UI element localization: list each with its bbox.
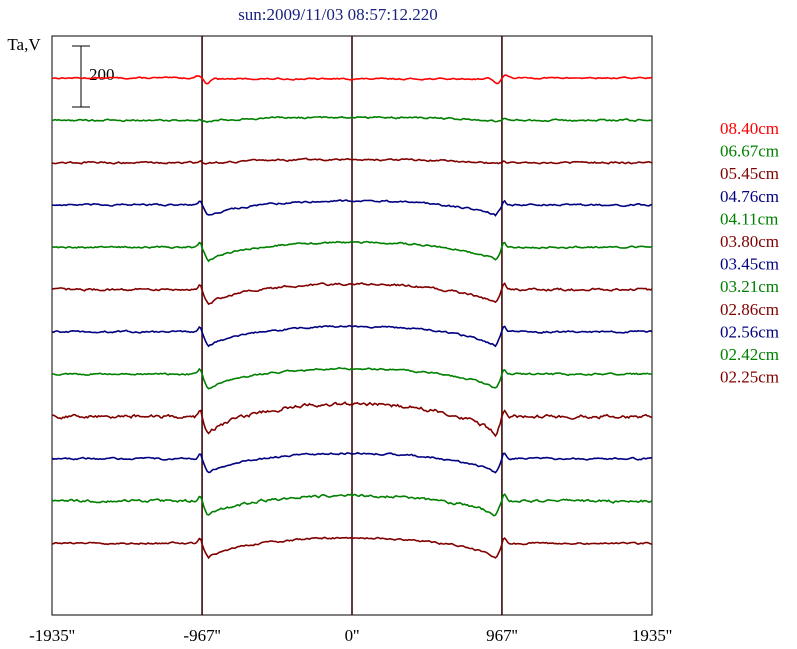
legend: 08.40cm 06.67cm 05.45cm 04.76cm 04.11cm 03.80…	[720, 119, 779, 387]
x-tick-labels: -1935'' -967'' 0'' 967'' 1935''	[29, 626, 672, 645]
legend-item-04.76cm: 04.76cm	[720, 187, 779, 206]
legend-item-02.42cm: 02.42cm	[720, 345, 779, 364]
x-tick-label-4: 1935''	[632, 626, 672, 645]
legend-item-02.86cm: 02.86cm	[720, 300, 779, 319]
series-line-04.11cm	[51, 240, 653, 263]
series-line-02.86cm	[51, 401, 653, 438]
x-tick-label-2: 0''	[345, 626, 360, 645]
legend-item-03.80cm: 03.80cm	[720, 232, 779, 251]
y-axis-label: Ta,V	[7, 35, 41, 54]
legend-item-02.25cm: 02.25cm	[720, 368, 779, 387]
series-line-03.45cm	[51, 324, 653, 348]
chart-title: sun:2009/11/03 08:57:12.220	[238, 5, 438, 24]
x-tick-label-0: -1935''	[29, 626, 75, 645]
legend-item-08.40cm: 08.40cm	[720, 119, 779, 138]
series-line-03.80cm	[51, 282, 653, 306]
legend-item-04.11cm: 04.11cm	[720, 209, 778, 228]
series-line-06.67cm	[51, 115, 653, 123]
series-line-04.76cm	[51, 199, 653, 217]
scale-bar: 200	[72, 45, 115, 108]
series-line-08.40cm	[51, 74, 653, 85]
series-group	[51, 74, 653, 560]
series-line-02.25cm	[51, 536, 653, 560]
series-line-02.56cm	[51, 451, 653, 474]
legend-item-06.67cm: 06.67cm	[720, 142, 779, 161]
series-line-05.45cm	[51, 157, 653, 165]
x-tick-label-1: -967''	[183, 626, 220, 645]
scale-bar-label: 200	[89, 65, 115, 84]
legend-item-03.45cm: 03.45cm	[720, 255, 779, 274]
x-tick-label-3: 967''	[486, 626, 518, 645]
reference-lines	[201, 36, 503, 615]
legend-item-02.56cm: 02.56cm	[720, 322, 779, 341]
series-line-02.42cm	[51, 493, 653, 517]
legend-item-05.45cm: 05.45cm	[720, 164, 779, 183]
legend-item-03.21cm: 03.21cm	[720, 277, 779, 296]
series-line-03.21cm	[51, 366, 653, 390]
